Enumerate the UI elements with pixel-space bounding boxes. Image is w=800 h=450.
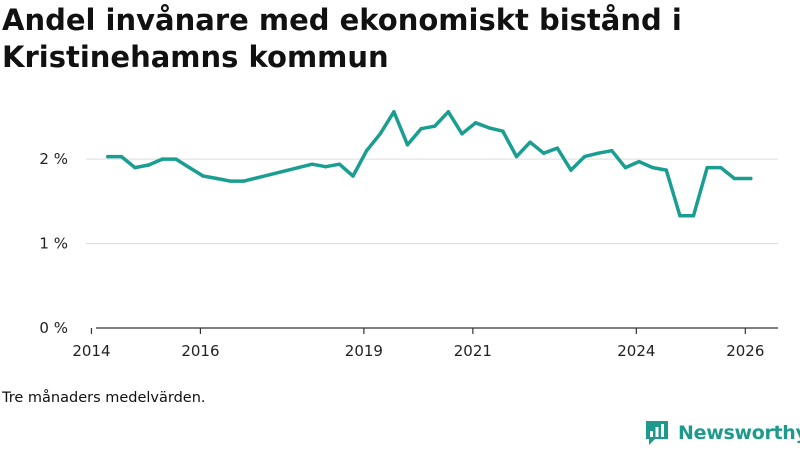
data-point <box>501 129 505 133</box>
data-point <box>446 110 450 114</box>
data-point <box>678 214 682 218</box>
data-point <box>133 165 137 170</box>
data-point <box>174 157 178 161</box>
data-point <box>160 157 164 161</box>
data-point <box>296 165 301 170</box>
data-point <box>147 163 151 167</box>
data-point <box>351 174 355 178</box>
data-point <box>555 146 559 150</box>
data-point <box>269 172 273 176</box>
data-point <box>749 176 753 181</box>
data-point <box>255 176 260 180</box>
x-tick-label: 2014 <box>72 342 110 360</box>
data-point <box>569 168 573 172</box>
data-point <box>705 165 709 170</box>
data-point <box>514 154 519 159</box>
x-tick-label: 2016 <box>181 342 219 360</box>
data-point <box>460 132 464 136</box>
data-point <box>364 149 369 153</box>
data-point <box>392 110 396 114</box>
data-point <box>487 126 491 130</box>
y-tick-label: 1 % <box>39 235 68 253</box>
newsworthy-logo-icon <box>646 421 668 445</box>
brand-name: Newsworthy <box>678 422 800 444</box>
chart-title: Andel invånare med ekonomiskt bistånd i … <box>2 3 682 74</box>
data-point <box>719 165 723 170</box>
data-point <box>187 165 192 170</box>
data-point <box>106 154 110 159</box>
data-point <box>623 165 628 170</box>
data-point <box>310 162 314 166</box>
brand-logo[interactable]: Newsworthy <box>644 418 800 448</box>
data-point <box>324 165 328 169</box>
data-point <box>528 140 532 144</box>
data-point <box>242 179 246 183</box>
x-tick-label: 2024 <box>617 342 655 360</box>
data-point <box>691 214 696 218</box>
data-point <box>610 149 614 153</box>
data-point <box>473 121 478 125</box>
data-point <box>542 151 546 155</box>
data-point <box>419 127 423 131</box>
data-point <box>433 124 437 128</box>
data-point <box>228 179 233 183</box>
data-point <box>337 162 342 166</box>
y-tick-label: 0 % <box>39 319 68 337</box>
data-point <box>405 143 410 147</box>
y-tick-label: 2 % <box>39 150 68 168</box>
x-tick-label: 2021 <box>454 342 492 360</box>
chart-note: Tre månaders medelvärden. <box>2 390 206 406</box>
data-point <box>201 174 205 178</box>
data-point <box>119 154 124 159</box>
x-tick-label: 2019 <box>345 342 383 360</box>
x-tick-label: 2026 <box>726 342 764 360</box>
data-point <box>637 159 641 164</box>
data-point <box>596 151 600 155</box>
data-point <box>283 169 287 173</box>
data-point <box>215 176 219 181</box>
data-point <box>378 132 382 136</box>
data-point <box>582 154 587 159</box>
series-line <box>106 110 753 218</box>
data-point <box>651 165 655 170</box>
data-point <box>664 168 668 172</box>
data-point <box>732 176 737 181</box>
